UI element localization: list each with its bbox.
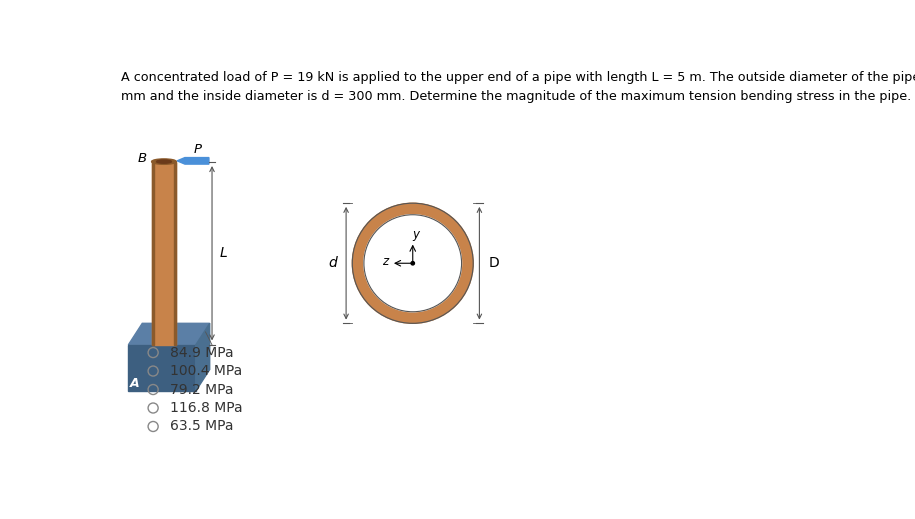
- Text: d: d: [328, 256, 337, 270]
- Text: A: A: [130, 377, 139, 390]
- Text: P: P: [194, 143, 202, 156]
- Circle shape: [364, 215, 461, 312]
- Text: D: D: [489, 256, 500, 270]
- Bar: [152, 161, 177, 345]
- Text: mm and the inside diameter is d = 300 mm. Determine the magnitude of the maximum: mm and the inside diameter is d = 300 mm…: [121, 90, 910, 103]
- Text: 116.8 MPa: 116.8 MPa: [170, 401, 242, 415]
- Polygon shape: [128, 345, 196, 391]
- Text: 84.9 MPa: 84.9 MPa: [170, 346, 234, 360]
- Text: A concentrated load of P = 19 kN is applied to the upper end of a pipe with leng: A concentrated load of P = 19 kN is appl…: [121, 71, 915, 84]
- Text: L: L: [220, 246, 228, 260]
- Circle shape: [411, 262, 414, 265]
- Circle shape: [352, 203, 473, 323]
- Text: 100.4 MPa: 100.4 MPa: [170, 364, 242, 378]
- FancyArrow shape: [178, 158, 209, 164]
- Text: z: z: [382, 255, 388, 268]
- Text: 79.2 MPa: 79.2 MPa: [170, 383, 233, 397]
- Ellipse shape: [152, 159, 177, 165]
- Polygon shape: [196, 323, 210, 391]
- Polygon shape: [128, 323, 210, 345]
- Bar: [152, 161, 154, 345]
- Bar: [174, 161, 177, 345]
- Text: B: B: [138, 152, 146, 165]
- Ellipse shape: [156, 160, 171, 163]
- Text: y: y: [413, 228, 419, 241]
- Text: 63.5 MPa: 63.5 MPa: [170, 419, 233, 433]
